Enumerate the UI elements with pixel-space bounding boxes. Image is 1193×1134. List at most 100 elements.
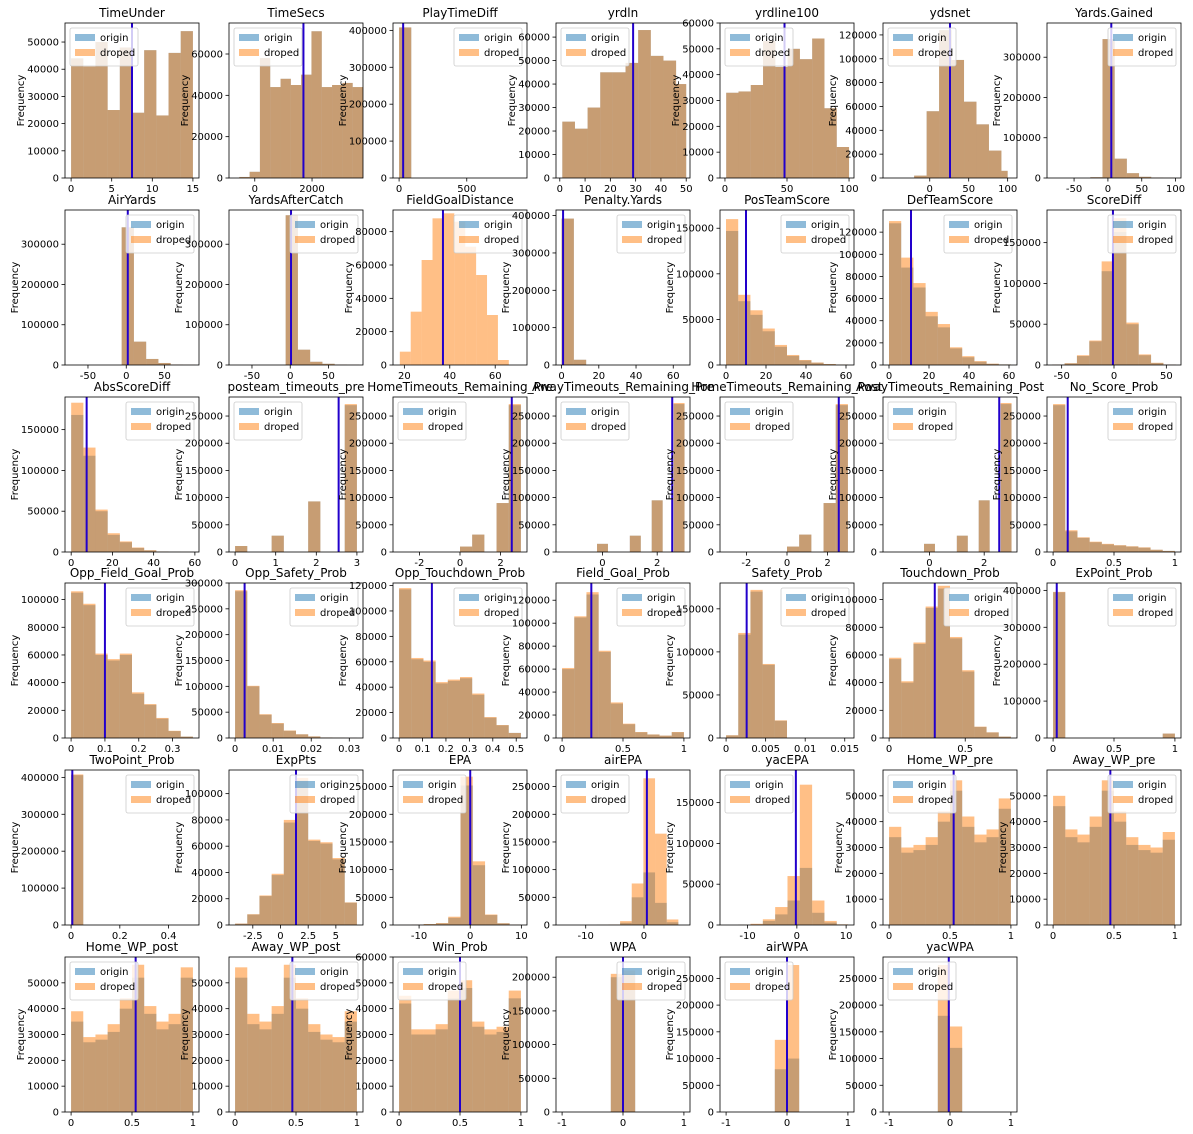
y-tick-label: 0 (217, 174, 223, 185)
droped-legend-label: droped (484, 608, 519, 619)
subplot-airWPA: -1 0 1 0 50000 100000 150000 200000 250000 airWPA… (665, 940, 855, 1129)
y-tick-label: 20000 (355, 327, 387, 338)
y-tick-label: 50000 (27, 978, 59, 989)
legend: origin droped (453, 27, 523, 67)
subplot-title: Yards.Gained (1074, 6, 1153, 20)
subplot-AwayTimeouts_Remaining_Post: 0 2 0 50000 100000 150000 200000 250000 AwayTime… (828, 380, 1045, 569)
droped-bar (508, 990, 521, 1112)
y-tick-label: 200000 (512, 439, 550, 450)
origin-legend-label: origin (811, 593, 839, 604)
axes-frame (64, 769, 200, 926)
droped-bar (924, 543, 935, 552)
y-tick-label: 0 (217, 921, 223, 932)
y-tick-label: 60000 (682, 19, 714, 30)
legend: origin droped (560, 401, 630, 441)
origin-legend-label: origin (156, 407, 184, 418)
droped-bar (95, 509, 108, 552)
x-tick-label: 50 (781, 184, 794, 195)
axes-frame (392, 582, 528, 739)
origin-legend-swatch (786, 594, 806, 601)
subplot-title: Home_WP_post (86, 940, 179, 954)
y-tick-label: 40000 (682, 70, 714, 81)
y-tick-label: 40000 (27, 678, 59, 689)
y-tick-label: 120000 (349, 581, 387, 592)
y-tick-label: 200000 (1003, 93, 1041, 104)
droped-bar (71, 1011, 84, 1112)
origin-legend-label: origin (647, 593, 675, 604)
x-tick-label: 100 (998, 184, 1017, 195)
y-tick-label: 0 (1035, 361, 1041, 372)
x-tick-label: 10 (515, 931, 528, 942)
origin-legend-swatch (131, 221, 151, 228)
droped-legend-swatch (786, 609, 806, 616)
plot-area (1052, 210, 1176, 365)
origin-legend-label: origin (918, 33, 946, 44)
subplot-title: Home_WP_pre (907, 753, 993, 767)
origin-legend-label: origin (1138, 780, 1166, 791)
subplot-title: Safety_Prob (751, 566, 822, 580)
droped-bar (496, 1026, 509, 1112)
droped-bar (587, 107, 601, 178)
y-tick-label: 200000 (349, 100, 387, 111)
plot-area (787, 397, 848, 552)
subplot-PosTeamScore: 0 20 40 60 0 50000 100000 150000 PosTeamScore Fre… (665, 193, 855, 382)
y-tick-label: 10000 (355, 1082, 387, 1093)
y-tick-label: 50000 (518, 56, 550, 67)
y-tick-label: 150000 (1003, 466, 1041, 477)
x-tick-label: 0 (947, 1118, 953, 1129)
droped-bar (342, 82, 353, 178)
y-axis-label: Frequency (671, 75, 682, 127)
y-tick-label: 80000 (27, 623, 59, 634)
droped-bar (762, 328, 775, 365)
origin-legend-swatch (131, 781, 151, 788)
y-tick-label: 50000 (518, 520, 550, 531)
origin-legend-label: origin (974, 220, 1002, 231)
droped-bar (978, 500, 990, 552)
legend: origin droped (125, 587, 195, 627)
droped-bar (964, 101, 977, 178)
droped-legend-swatch (1113, 609, 1133, 616)
x-tick-label: 40 (963, 371, 976, 382)
y-tick-label: 50000 (682, 880, 714, 891)
droped-bar (836, 147, 850, 178)
axes-frame (228, 209, 364, 366)
droped-bar (623, 723, 636, 738)
y-tick-label: 20000 (355, 1056, 387, 1067)
droped-bar (283, 819, 296, 925)
y-tick-label: 0 (708, 921, 714, 932)
droped-legend-label: droped (918, 795, 953, 806)
droped-legend-label: droped (1138, 422, 1173, 433)
droped-bar (411, 1029, 424, 1112)
droped-bar (235, 546, 248, 552)
plot-area (71, 23, 193, 178)
droped-legend-swatch (622, 236, 642, 243)
droped-bar (296, 777, 309, 925)
x-tick-label: 0.5 (288, 1118, 304, 1129)
droped-bar (448, 916, 461, 925)
legend: origin droped (616, 214, 686, 254)
y-tick-label: 40000 (191, 91, 223, 102)
droped-legend-swatch (730, 796, 750, 803)
droped-bar (638, 30, 651, 178)
droped-bar (270, 87, 281, 178)
droped-bar (1000, 402, 1012, 552)
origin-legend-swatch (75, 34, 95, 41)
droped-bar (432, 218, 444, 365)
subplot-title: AbsScoreDiff (94, 380, 171, 394)
droped-legend-swatch (566, 796, 586, 803)
y-axis-label: Frequency (338, 635, 349, 687)
x-tick-label: 0 (68, 1118, 74, 1129)
y-tick-label: 20000 (191, 132, 223, 143)
y-tick-label: 100000 (839, 493, 877, 504)
droped-bar (988, 150, 1002, 178)
droped-legend-swatch (622, 983, 642, 990)
subplot-Opp_Touchdown_Prob: 0 0.1 0.2 0.3 0.4 0.5 0 20000 40000 60000 80000 100… (338, 566, 528, 755)
x-tick-label: 5 (109, 184, 115, 195)
y-tick-label: 80000 (518, 642, 550, 653)
droped-bar (239, 176, 250, 178)
droped-bar (561, 218, 574, 365)
subplot-title: TimeSecs (266, 6, 324, 20)
y-axis-label: Frequency (338, 75, 349, 127)
legend: origin droped (724, 774, 794, 814)
y-axis-label: Frequency (501, 449, 512, 501)
